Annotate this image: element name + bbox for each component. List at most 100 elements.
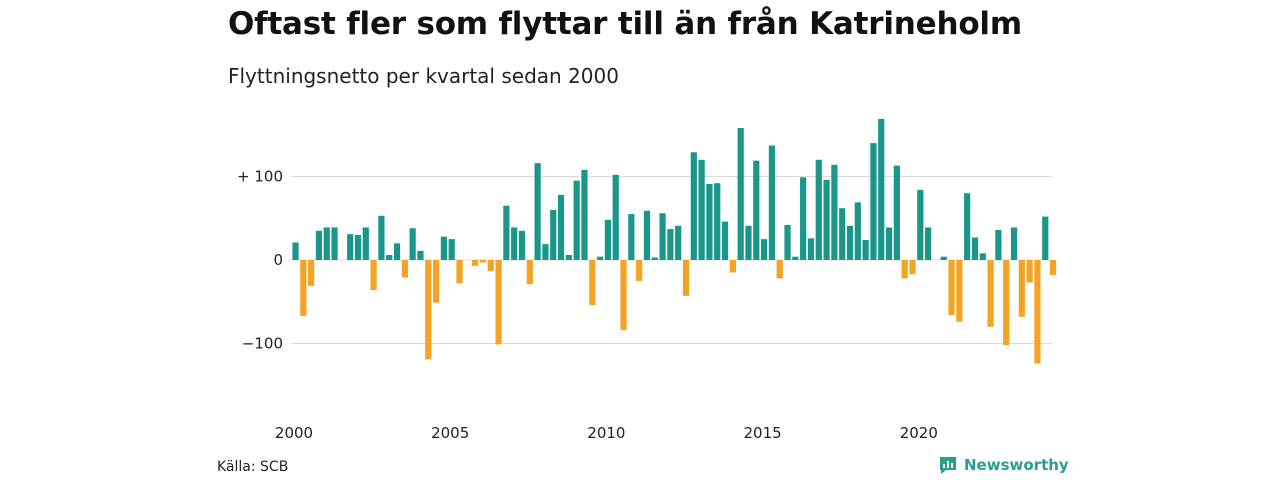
bar <box>347 234 354 260</box>
x-tick-label: 2000 <box>275 424 313 442</box>
bar <box>964 193 971 260</box>
bar <box>987 260 994 327</box>
bar <box>956 260 963 322</box>
bar <box>1026 260 1033 283</box>
bar <box>565 254 572 260</box>
bar <box>604 219 611 260</box>
bar <box>792 256 799 260</box>
bar <box>362 227 369 260</box>
bar <box>714 183 721 260</box>
bar <box>940 256 947 260</box>
x-tick-label: 2010 <box>587 424 625 442</box>
bar <box>862 239 869 260</box>
bar <box>542 244 549 260</box>
source-note: Källa: SCB <box>217 459 289 475</box>
bar <box>308 260 315 286</box>
bar <box>815 159 822 260</box>
bar <box>1049 260 1057 276</box>
bar <box>526 260 533 285</box>
bar <box>768 145 776 260</box>
bar <box>386 254 393 260</box>
bar <box>331 227 338 260</box>
y-tick-label: −100 <box>242 335 283 353</box>
bar <box>698 159 705 260</box>
bar <box>425 260 432 360</box>
bar <box>729 260 736 273</box>
x-axis-ticks: 2000 2005 2010 2015 2020 <box>275 424 938 442</box>
bar <box>292 242 299 261</box>
bar <box>596 256 604 260</box>
bar <box>511 227 518 260</box>
bar <box>472 260 479 266</box>
gridlines <box>290 176 1052 344</box>
bar <box>354 234 362 260</box>
bar <box>323 227 330 260</box>
bar <box>370 260 377 291</box>
bar <box>1042 216 1049 260</box>
bar <box>1034 260 1041 364</box>
bars <box>292 118 1057 364</box>
bar <box>487 260 494 271</box>
bar <box>995 229 1002 260</box>
bar <box>925 227 932 260</box>
newsworthy-logo-icon <box>940 457 956 474</box>
bar <box>870 143 877 260</box>
bar <box>893 165 900 260</box>
chart-title: Oftast fler som flyttar till än från Kat… <box>228 6 1022 42</box>
bar <box>315 230 323 260</box>
bar <box>378 215 385 260</box>
bar <box>393 243 401 260</box>
bar <box>948 260 955 316</box>
brand-name: Newsworthy <box>964 456 1069 474</box>
bar <box>636 260 643 281</box>
bar <box>917 189 924 260</box>
bar <box>518 230 526 260</box>
bar <box>550 209 557 260</box>
bar <box>581 169 588 260</box>
bar <box>878 118 885 260</box>
bar <box>401 260 408 278</box>
bar <box>417 250 424 260</box>
bar <box>784 224 791 260</box>
bar-chart: + 100 0 −100 2000 2005 2010 2015 2020 <box>237 118 1057 442</box>
brand-logo: Newsworthy <box>938 455 1069 475</box>
bar <box>721 221 729 260</box>
x-tick-label: 2020 <box>900 424 938 442</box>
bar <box>745 225 752 260</box>
bar <box>761 239 768 261</box>
bar <box>1018 260 1025 317</box>
chart-subtitle: Flyttningsnetto per kvartal sedan 2000 <box>228 64 619 88</box>
bar <box>651 257 658 260</box>
bar <box>643 210 651 261</box>
bar <box>495 260 502 345</box>
bar <box>807 238 815 260</box>
bar <box>534 163 541 260</box>
bar <box>573 180 580 261</box>
x-tick-label: 2005 <box>431 424 469 442</box>
bar <box>479 260 487 263</box>
bar <box>589 260 596 306</box>
bar <box>682 260 690 296</box>
bar <box>620 260 627 331</box>
bar <box>300 260 307 316</box>
bar <box>690 152 697 260</box>
bar <box>846 225 854 260</box>
y-axis-ticks: + 100 0 −100 <box>237 168 283 353</box>
bar <box>971 237 979 260</box>
bar <box>776 260 783 279</box>
bar <box>675 225 682 260</box>
y-tick-label: + 100 <box>237 168 283 186</box>
bar <box>753 160 760 260</box>
bar <box>659 213 666 260</box>
bar <box>1010 227 1018 260</box>
bar <box>409 228 416 260</box>
bar <box>901 260 908 279</box>
bar <box>885 227 893 260</box>
bar <box>706 184 713 260</box>
bar <box>503 205 510 260</box>
bar <box>440 236 447 260</box>
bar <box>831 164 838 260</box>
bar <box>456 260 463 284</box>
x-tick-label: 2015 <box>744 424 782 442</box>
bar <box>909 260 916 275</box>
